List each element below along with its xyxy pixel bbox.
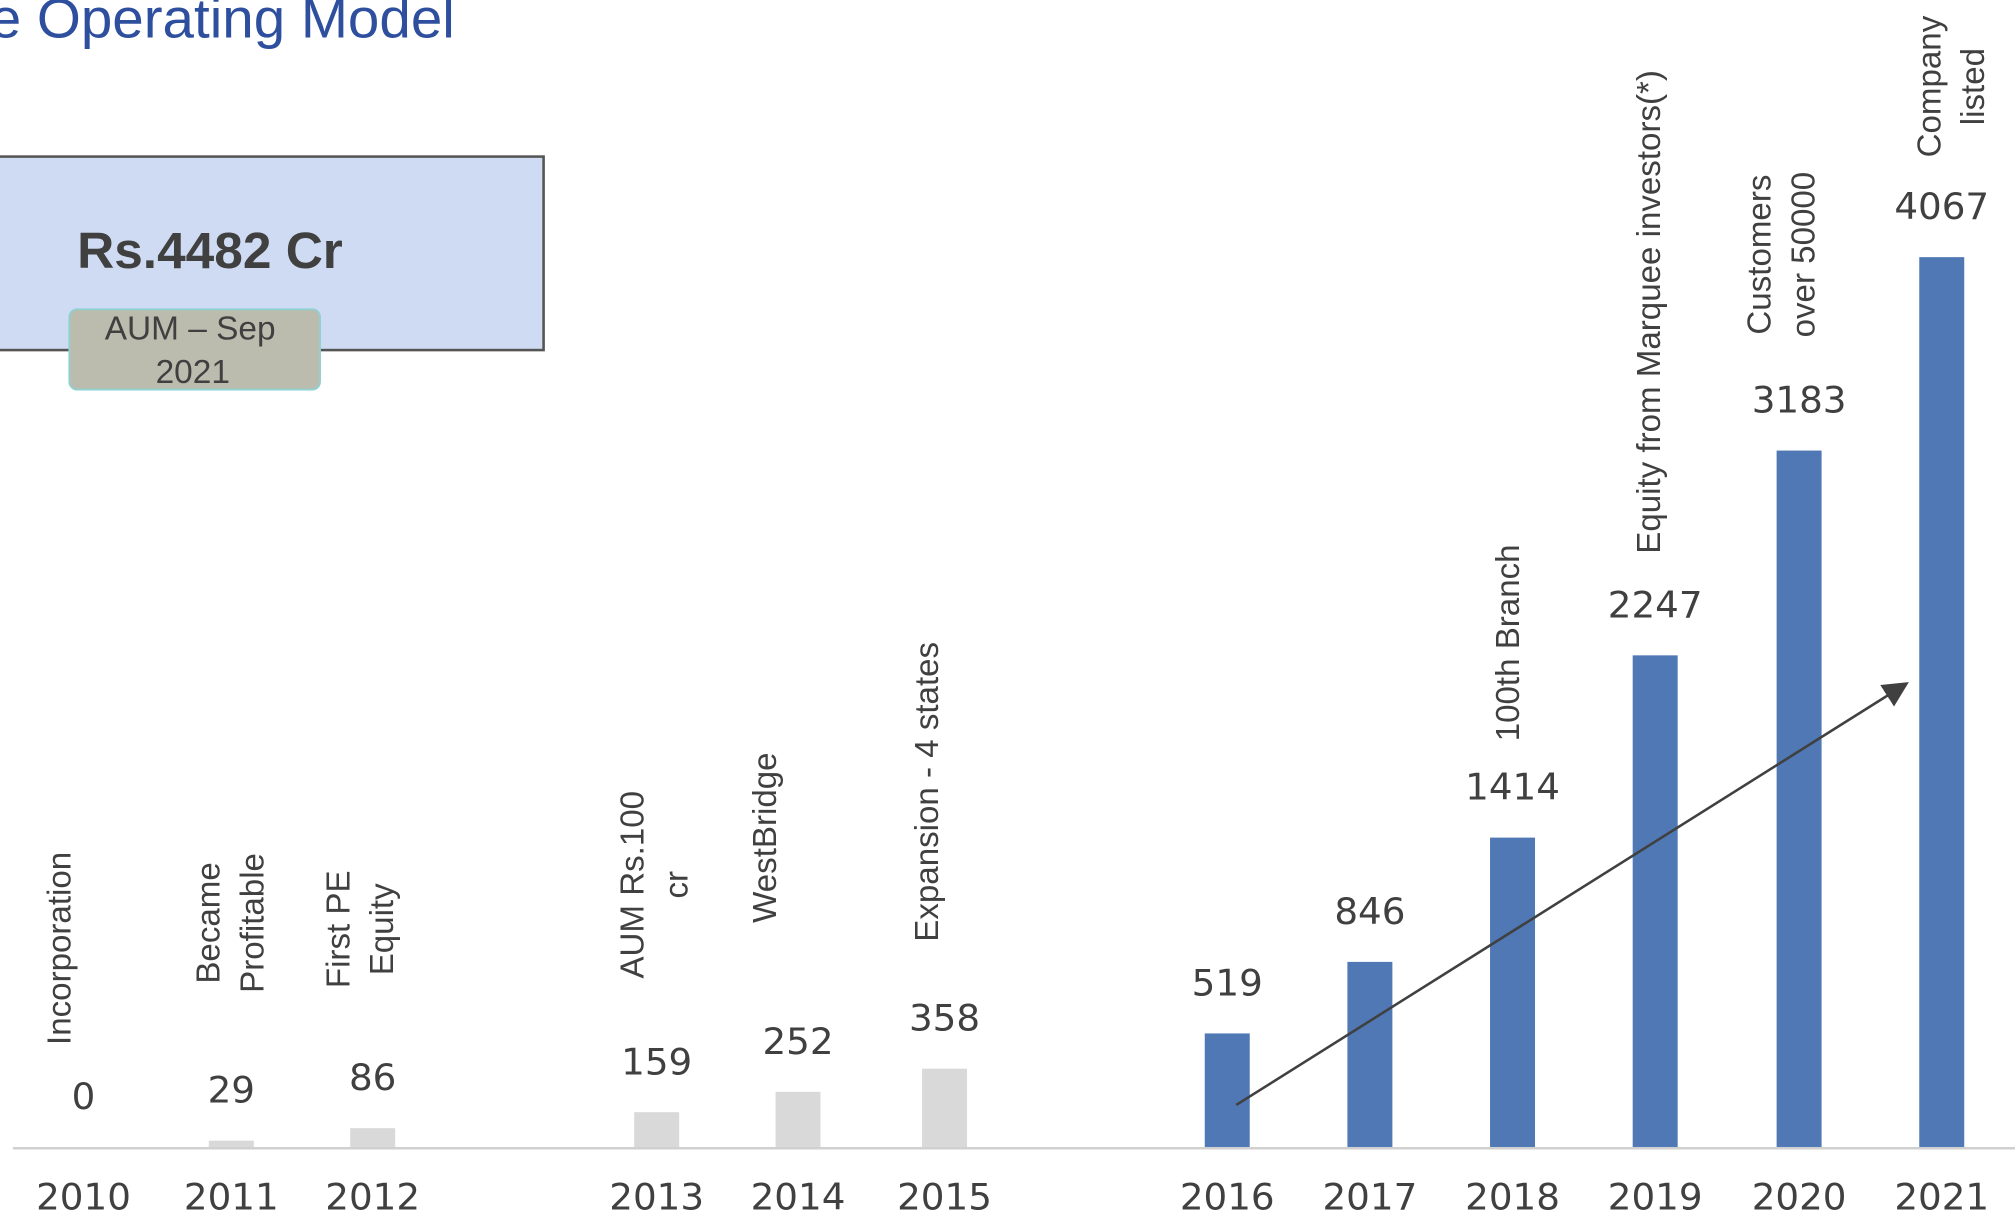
value-label: 0: [72, 1075, 96, 1118]
x-tick-label: 2014: [751, 1176, 846, 1219]
value-label: 1414: [1465, 766, 1560, 809]
highlight-label: AUM – Sep: [105, 311, 276, 348]
value-label: 29: [208, 1069, 255, 1112]
bar: [1347, 961, 1393, 1147]
annotation: Equity from Marquee investors(*): [1631, 70, 1668, 554]
annotation: Profitable: [234, 853, 271, 993]
x-tick-label: 2015: [897, 1176, 992, 1219]
chart-title: e Operating Model: [0, 0, 455, 50]
bar: [775, 1091, 821, 1147]
annotation: Equity: [364, 883, 401, 975]
annotation: Incorporation: [41, 852, 78, 1045]
value-label: 846: [1334, 890, 1405, 933]
x-tick-label: 2016: [1180, 1176, 1275, 1219]
value-label: 358: [909, 997, 980, 1040]
value-label: 159: [621, 1040, 692, 1083]
bar: [1632, 655, 1678, 1147]
x-tick-label: 2018: [1465, 1176, 1560, 1219]
value-label: 86: [349, 1056, 396, 1099]
annotation: Company: [1911, 15, 1948, 157]
bar: [1776, 450, 1822, 1147]
value-label: 3183: [1752, 379, 1847, 422]
x-tick-label: 2010: [36, 1176, 131, 1219]
annotation: 100th Branch: [1490, 544, 1527, 741]
annotation: WestBridge: [747, 752, 784, 922]
annotation: Became: [190, 862, 227, 983]
x-tick-label: 2021: [1894, 1176, 1989, 1219]
bar: [208, 1140, 254, 1147]
bar: [1919, 257, 1965, 1147]
annotation: AUM Rs.100: [615, 791, 652, 979]
x-tick-label: 2019: [1608, 1176, 1703, 1219]
value-label: 252: [762, 1020, 833, 1063]
annotation: First PE: [320, 870, 357, 988]
x-tick-label: 2012: [325, 1176, 420, 1219]
x-tick-label: 2017: [1322, 1176, 1417, 1219]
highlight-label: 2021: [156, 354, 230, 391]
value-label: 519: [1192, 962, 1263, 1005]
trend-arrow: [1235, 682, 1909, 1107]
x-tick-label: 2011: [184, 1176, 279, 1219]
bar: [634, 1112, 680, 1147]
value-label: 4067: [1894, 185, 1989, 228]
bar: [922, 1068, 968, 1147]
x-tick-label: 2013: [609, 1176, 704, 1219]
annotation: cr: [658, 871, 695, 899]
annotation: Expansion - 4 states: [909, 642, 946, 942]
highlight-value: Rs.4482 Cr: [77, 222, 343, 279]
value-label: 2247: [1608, 584, 1703, 627]
bar: [1204, 1033, 1250, 1147]
x-tick-label: 2020: [1752, 1176, 1847, 1219]
bar: [1490, 837, 1536, 1147]
bar: [350, 1128, 396, 1147]
annotation: listed: [1955, 48, 1992, 125]
annotation: Customers: [1742, 175, 1779, 335]
annotation: over 50000: [1785, 172, 1822, 338]
highlight-badge: [68, 308, 321, 391]
